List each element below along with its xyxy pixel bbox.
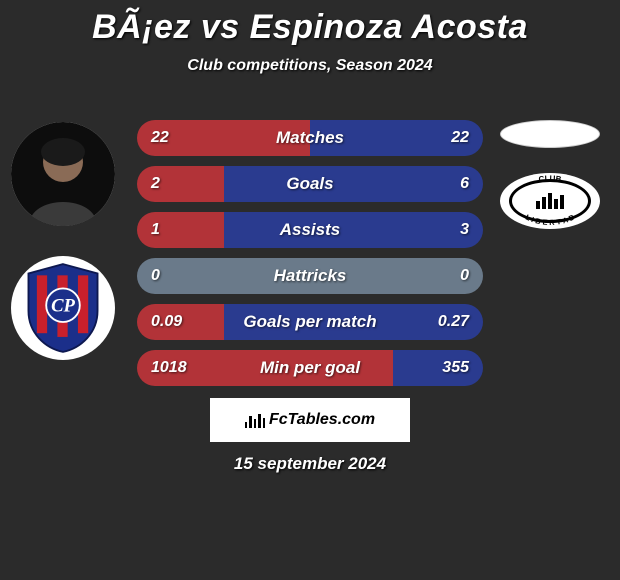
stat-value-right: 0 xyxy=(460,267,469,285)
stat-row: 1Assists3 xyxy=(137,212,483,248)
player-avatar xyxy=(11,122,115,226)
page-title: BÃ¡ez vs Espinoza Acosta xyxy=(0,0,620,47)
stat-label: Goals xyxy=(137,174,483,194)
stat-row: 22Matches22 xyxy=(137,120,483,156)
left-column: CP xyxy=(8,122,118,360)
stat-value-right: 0.27 xyxy=(438,313,469,331)
watermark: FcTables.com xyxy=(210,398,410,442)
right-club-badge: CLUB L I B E R T A D xyxy=(500,173,600,229)
stat-row: 1018Min per goal355 xyxy=(137,350,483,386)
stat-row: 0Hattricks0 xyxy=(137,258,483,294)
shield-icon: CP xyxy=(21,262,105,354)
stat-label: Assists xyxy=(137,220,483,240)
stat-label: Min per goal xyxy=(137,358,483,378)
svg-text:CP: CP xyxy=(51,296,75,317)
stat-row: 2Goals6 xyxy=(137,166,483,202)
stat-value-right: 3 xyxy=(460,221,469,239)
chart-icon xyxy=(245,412,265,428)
stat-label: Goals per match xyxy=(137,312,483,332)
stats-container: 22Matches22 2Goals6 1Assists3 0Hattricks0 0.… xyxy=(137,120,483,386)
player-avatar-placeholder xyxy=(500,120,600,148)
stat-value-right: 22 xyxy=(451,129,469,147)
avatar-placeholder-icon xyxy=(11,122,115,226)
stat-value-right: 6 xyxy=(460,175,469,193)
watermark-text: FcTables.com xyxy=(269,411,375,429)
right-column: CLUB L I B E R T A D xyxy=(498,120,602,229)
date-text: 15 september 2024 xyxy=(0,454,620,474)
left-club-shield: CP xyxy=(11,256,115,360)
stat-label: Hattricks xyxy=(137,266,483,286)
stat-value-right: 355 xyxy=(442,359,469,377)
stat-label: Matches xyxy=(137,128,483,148)
stat-row: 0.09Goals per match0.27 xyxy=(137,304,483,340)
subtitle: Club competitions, Season 2024 xyxy=(0,57,620,75)
